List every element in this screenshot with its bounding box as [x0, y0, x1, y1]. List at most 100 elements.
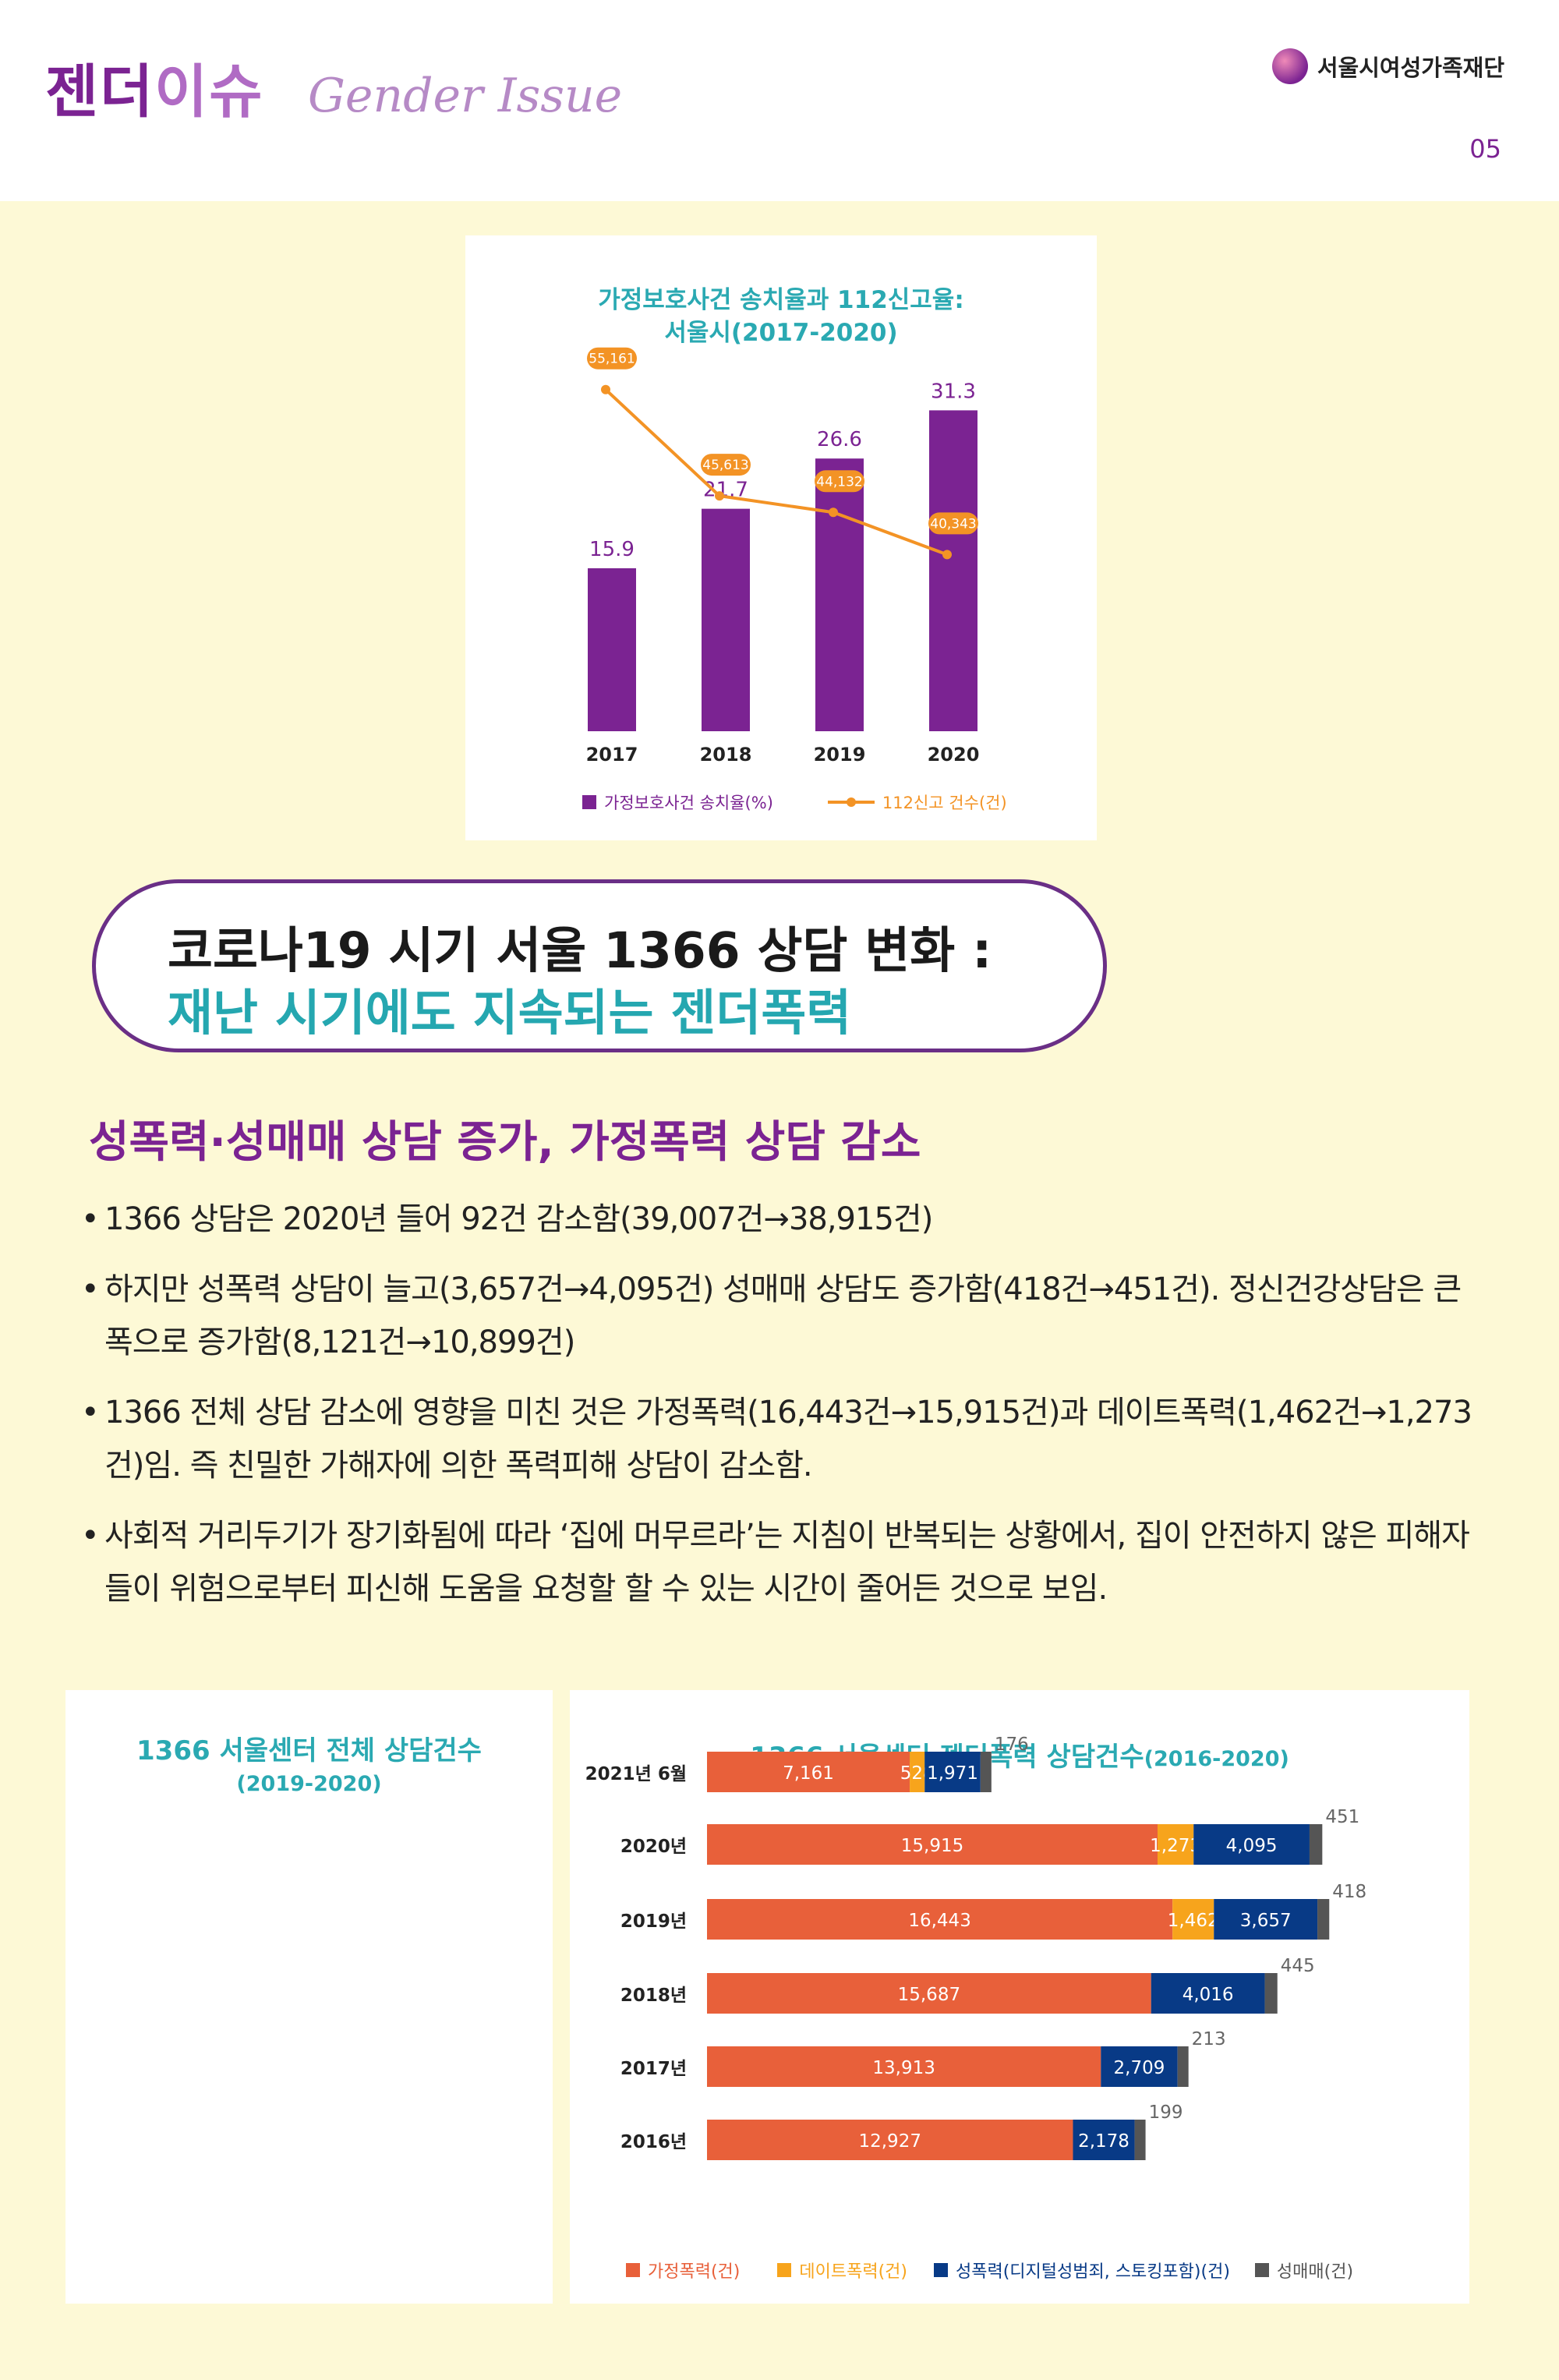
bullet-item: 1366 상담은 2020년 들어 92건 감소함(39,007건→38,915… [81, 1193, 1484, 1246]
segment-label: 418 [1332, 1882, 1366, 1902]
rate-bar-label: 26.6 [817, 428, 862, 451]
stack-segment [1073, 2120, 1135, 2160]
headline-line2: 재난 시기에도 지속되는 젠더폭력 [168, 985, 852, 1041]
x-tick-label: 2018 [700, 744, 752, 766]
legend-swatch-sexual [933, 2263, 948, 2277]
brand-title: 젠더이슈 [45, 45, 263, 129]
segment-label: 4,095 [1226, 1836, 1278, 1856]
legend-label-rate: 가정보호사건 송치율(%) [604, 794, 773, 812]
stack-segment [707, 1899, 1173, 1940]
chart1-svg: 15.9201721.7201826.6201931.3202055,16145… [586, 347, 980, 766]
calls-label-pill [587, 347, 637, 370]
legend-label-sexual: 성폭력(디지털성범죄, 스토킹포함)(건) [955, 2262, 1230, 2282]
segment-label: 2,178 [1078, 2131, 1129, 2152]
stack-segment [1177, 2046, 1189, 2087]
rate-bar [929, 410, 977, 731]
x-tick-label: 2019 [814, 744, 866, 766]
stack-segment [1309, 1824, 1323, 1865]
stack-segment [707, 1752, 910, 1792]
rate-bar [815, 458, 864, 731]
legend-swatch-dating [777, 2263, 792, 2277]
rate-bar-label: 31.3 [931, 380, 976, 403]
rate-bar [702, 508, 750, 731]
chart1-title-line1: 가정보호사건 송치율과 112신고율: [598, 286, 964, 314]
chart-prosecution-card: 가정보호사건 송치율과 112신고율: 서울시(2017-2020) 15.9 2… [465, 235, 1097, 840]
segment-label: 199 [1149, 2102, 1183, 2123]
segment-label: 15,687 [898, 1985, 960, 2005]
stack-segment [1317, 1899, 1330, 1940]
chart1-legend: 가정보호사건 송치율(%) 112신고 건수(건) [582, 790, 1007, 814]
brand-title-part2: 이슈 [154, 58, 264, 126]
y-tick-label: 2016년 [620, 2132, 687, 2152]
segment-label: 13,913 [872, 2058, 935, 2078]
foundation-logo-icon [1271, 48, 1308, 84]
legend-label-dating: 데이트폭력(건) [799, 2262, 907, 2282]
section-title: 성폭력·성매매 상담 증가, 가정폭력 상담 감소 [89, 1117, 921, 1168]
calls-line [604, 388, 948, 557]
stack-segment [1214, 1899, 1318, 1940]
segment-label: 2,709 [1114, 2058, 1165, 2078]
calls-label-pill [815, 470, 864, 493]
segment-label: 1,273 [1150, 1836, 1201, 1856]
legend-label-prostitution: 성매매(건) [1276, 2262, 1354, 2282]
stack-segment [1134, 2120, 1146, 2160]
segment-label: 213 [1192, 2029, 1226, 2049]
y-tick-label: 2019년 [620, 1911, 687, 1932]
stack-segment [1193, 1824, 1310, 1865]
chart3-legend: 가정폭력(건) 데이트폭력(건) 성폭력(디지털성범죄, 스토킹포함)(건) 성… [626, 2258, 1353, 2283]
calls-point [601, 384, 610, 394]
chart2-title-line1: 1366 서울센터 전체 상담건수 [136, 1735, 482, 1766]
legend-label-domestic: 가정폭력(건) [648, 2262, 741, 2282]
rate-bar-label: 15.9 [589, 538, 635, 561]
calls-point [942, 550, 952, 560]
calls-point-label: 44,132 [816, 474, 862, 490]
y-tick-label: 2020년 [620, 1837, 687, 1857]
headline-box: 코로나19 시기 서울 1366 상담 변화 : 재난 시기에도 지속되는 젠더… [92, 879, 1107, 1052]
segment-label: 7,161 [783, 1763, 834, 1784]
chart-total-consult-card: 1366 서울센터 전체 상담건수 (2019-2020) 39,0072019… [65, 1690, 553, 2304]
chart-gender-violence-card: 1366 서울센터 젠더폭력 상담건수(2016-2020) 2021년 6월7… [570, 1690, 1469, 2304]
chart1-title-line2: 서울시(2017-2020) [664, 319, 898, 347]
calls-point-label: 45,613 [702, 458, 748, 473]
calls-label-pill [928, 512, 978, 535]
org-logo-block: 서울시여성가족재단 [1271, 48, 1504, 84]
page-header: 젠더이슈 Gender Issue 서울시여성가족재단 05 [0, 0, 1559, 201]
stack-segment [1172, 1899, 1214, 1940]
chart2-title: 1366 서울센터 전체 상담건수 (2019-2020) [65, 1733, 553, 1800]
bullet-item: 사회적 거리두기가 장기화됨에 따라 ‘집에 머무르라’는 지침이 반복되는 상… [81, 1509, 1484, 1615]
segment-label: 451 [1325, 1807, 1359, 1827]
page-number: 05 [1469, 134, 1501, 164]
calls-label-pill [701, 454, 751, 476]
calls-point [829, 507, 838, 518]
bullet-list: 1366 상담은 2020년 들어 92건 감소함(39,007건→38,915… [81, 1193, 1484, 1632]
segment-label: 176 [995, 1735, 1029, 1755]
calls-point-label: 55,161 [589, 352, 635, 367]
brand-title-part1: 젠더 [45, 58, 155, 126]
y-tick-label: 2018년 [620, 1986, 687, 2006]
segment-label: 12,927 [858, 2131, 921, 2152]
stack-segment [707, 2046, 1101, 2087]
chart2-title-line2: (2019-2020) [236, 1772, 382, 1796]
headline-line1: 코로나19 시기 서울 1366 상담 변화 : [168, 922, 992, 979]
stack-segment [707, 2120, 1073, 2160]
legend-swatch-prostitution [1254, 2263, 1269, 2277]
segment-label: 445 [1281, 1956, 1315, 1976]
x-tick-label: 2017 [586, 744, 638, 766]
segment-label: 1,462 [1168, 1911, 1219, 1931]
stack-segment [707, 1973, 1151, 2014]
chart3-title-years: (2016-2020) [1144, 1747, 1289, 1771]
chart1-title: 가정보호사건 송치율과 112신고율: 서울시(2017-2020) [465, 284, 1097, 349]
stack-segment [924, 1752, 981, 1792]
stack-segment [1151, 1973, 1265, 2014]
stack-segment [707, 1824, 1158, 1865]
stack-segment [1264, 1973, 1278, 2014]
segment-label: 4,016 [1183, 1985, 1234, 2005]
segment-label: 1,971 [927, 1763, 978, 1784]
x-tick-label: 2020 [928, 744, 980, 766]
legend-swatch-rate [582, 795, 596, 809]
calls-point-label: 40,343 [930, 516, 976, 532]
brand-subtitle: Gender Issue [308, 69, 623, 123]
legend-swatch-calls [827, 797, 875, 807]
y-tick-label: 2017년 [620, 2059, 687, 2079]
